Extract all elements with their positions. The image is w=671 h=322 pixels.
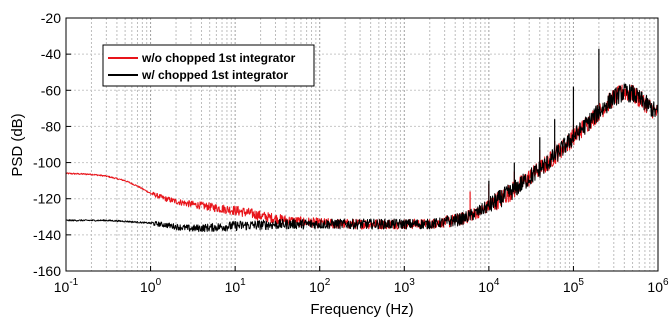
y-axis-label: PSD (dB)	[9, 113, 26, 176]
x-tick-label: 101	[225, 277, 247, 295]
plot-frame	[65, 17, 659, 272]
y-tick-label: -120	[33, 191, 61, 207]
x-axis-label: Frequency (Hz)	[310, 301, 413, 318]
legend-box	[102, 44, 315, 87]
y-tick-label: -80	[41, 118, 61, 134]
legend: w/o chopped 1st integrator w/ chopped 1s…	[102, 44, 315, 87]
x-tick-label: 100	[140, 277, 162, 295]
x-axis: 10-1 100 101 102 103 104 105 106	[54, 266, 669, 295]
y-tick-label: -100	[33, 155, 61, 171]
x-tick-label: 104	[478, 277, 500, 295]
x-tick-label: 103	[394, 277, 416, 295]
legend-label-wo-chopped: w/o chopped 1st integrator	[141, 51, 296, 65]
y-tick-label: -140	[33, 227, 61, 243]
y-axis: -160 -140 -120 -100 -80 -60 -40 -20	[33, 10, 71, 279]
y-tick-label: -20	[41, 10, 61, 26]
series-layer	[65, 48, 659, 233]
x-tick-label: 102	[309, 277, 331, 295]
x-tick-label: 105	[563, 277, 585, 295]
y-tick-label: -40	[41, 46, 61, 62]
x-tick-label: 10-1	[54, 277, 79, 295]
legend-label-w-chopped: w/ chopped 1st integrator	[141, 68, 288, 82]
x-tick-label: 106	[647, 277, 669, 295]
series-w-chopped-line	[65, 83, 659, 233]
series-wo-chopped-line	[65, 84, 659, 230]
y-tick-label: -160	[33, 263, 61, 279]
y-tick-label: -60	[41, 82, 61, 98]
